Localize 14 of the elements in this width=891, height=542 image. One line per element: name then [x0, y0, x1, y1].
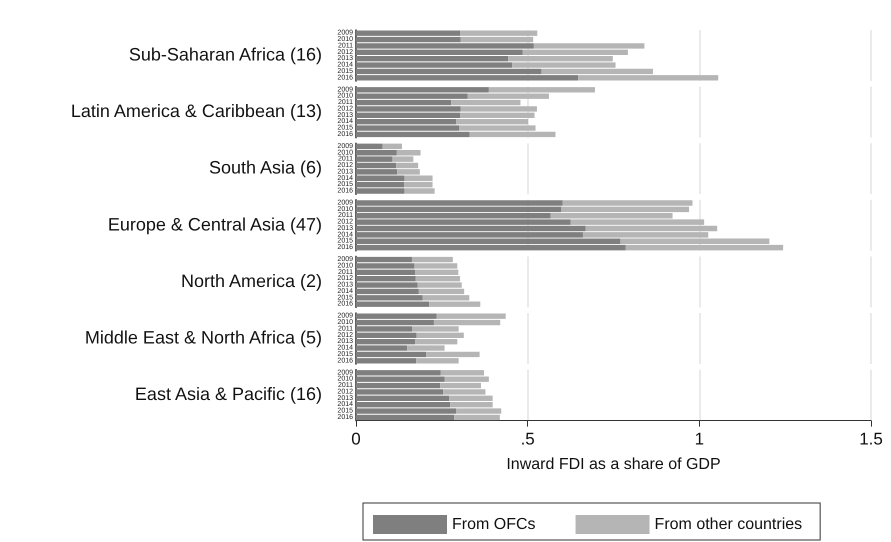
text: Middle East & North Africa (5) — [84, 328, 322, 348]
text: Sub-Saharan Africa (16) — [128, 44, 322, 64]
x-tick-label: .5 — [520, 430, 535, 449]
x-tick-label: 0 — [351, 430, 361, 449]
legend-label: From OFCs — [452, 516, 536, 533]
text: South Asia (6) — [208, 158, 322, 178]
x-tick-label: 1.5 — [859, 430, 883, 449]
x-tick-label: 1 — [694, 430, 704, 449]
legend-label: From other countries — [654, 516, 802, 533]
x-axis-title: Inward FDI as a share of GDP — [506, 456, 721, 474]
text: Latin America & Caribbean (13) — [70, 101, 322, 122]
text: Europe & Central Asia (47) — [108, 214, 322, 234]
text: North America (2) — [180, 270, 322, 291]
text: East Asia & Pacific (16) — [134, 384, 322, 404]
